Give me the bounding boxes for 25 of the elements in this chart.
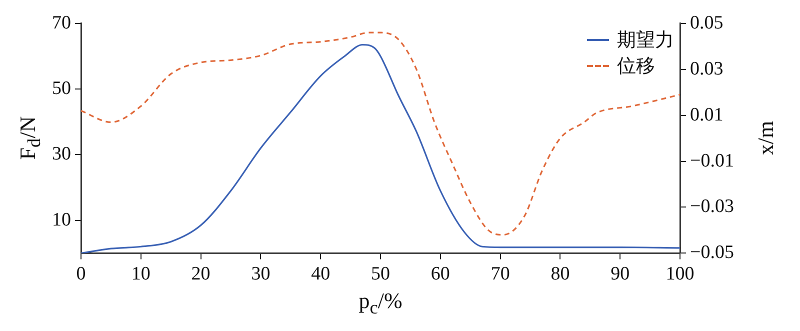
x-tick-label: 0 bbox=[76, 264, 86, 285]
x-tick-label: 50 bbox=[371, 264, 390, 285]
y-tick-label: 50 bbox=[52, 78, 71, 100]
y2-tick-label: −0.01 bbox=[690, 150, 734, 172]
x-tick-label: 40 bbox=[311, 264, 330, 285]
x-tick-label: 80 bbox=[550, 264, 570, 285]
x-tick-label: 90 bbox=[610, 264, 630, 285]
x-axis-title: p$_{c}$/% bbox=[358, 288, 402, 318]
x-tick-label: 70 bbox=[490, 264, 510, 285]
y2-tick-label: 0.05 bbox=[690, 12, 724, 34]
y2-tick-label: −0.03 bbox=[690, 196, 734, 218]
legend-label: 位移 bbox=[617, 54, 656, 80]
x-tick-label: 10 bbox=[131, 264, 150, 285]
y-tick-label: 10 bbox=[52, 209, 71, 230]
y-tick-label: 30 bbox=[52, 144, 71, 165]
x-tick-label: 20 bbox=[191, 264, 210, 285]
x-tick-label: 60 bbox=[430, 264, 450, 285]
x-tick-label: 100 bbox=[666, 264, 694, 285]
y2-tick-label: 0.01 bbox=[690, 104, 724, 126]
y2-tick-label: 0.03 bbox=[690, 58, 724, 80]
x-tick-label: 30 bbox=[251, 264, 270, 285]
y2-tick-label: −0.05 bbox=[690, 242, 734, 264]
legend-label: 期望力 bbox=[617, 28, 674, 54]
y2-axis-title: x/m bbox=[753, 121, 779, 156]
y-tick-label: 70 bbox=[52, 12, 71, 34]
